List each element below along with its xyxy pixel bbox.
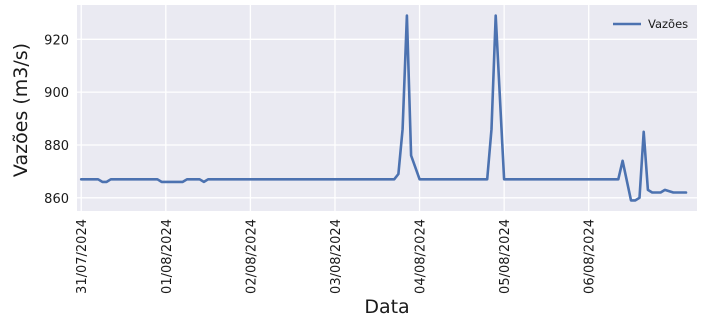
y-tick-label: 920 <box>44 33 69 48</box>
x-tick-label: 31/07/2024 <box>75 219 90 294</box>
y-tick-label: 900 <box>44 86 69 101</box>
x-tick-label: 03/08/2024 <box>329 219 344 294</box>
y-tick-labels: 860 880 900 920 <box>44 33 69 206</box>
series-line <box>79 14 688 202</box>
x-tick-label: 06/08/2024 <box>583 219 598 294</box>
x-tick-label: 02/08/2024 <box>244 219 259 294</box>
legend: Vazões <box>613 17 688 31</box>
series-lines <box>79 14 688 202</box>
x-axis-title: Data <box>364 296 409 318</box>
x-tick-label: 01/08/2024 <box>160 219 175 294</box>
legend-label: Vazões <box>648 17 688 31</box>
x-tick-label: 05/08/2024 <box>498 219 513 294</box>
grid-lines <box>77 5 697 211</box>
x-tick-label: 04/08/2024 <box>414 219 429 294</box>
x-tick-labels: 31/07/2024 01/08/2024 02/08/2024 03/08/2024… <box>75 219 598 294</box>
y-tick-label: 880 <box>44 139 69 154</box>
y-tick-label: 860 <box>44 192 69 207</box>
y-axis-title: Vazões (m3/s) <box>10 43 32 177</box>
